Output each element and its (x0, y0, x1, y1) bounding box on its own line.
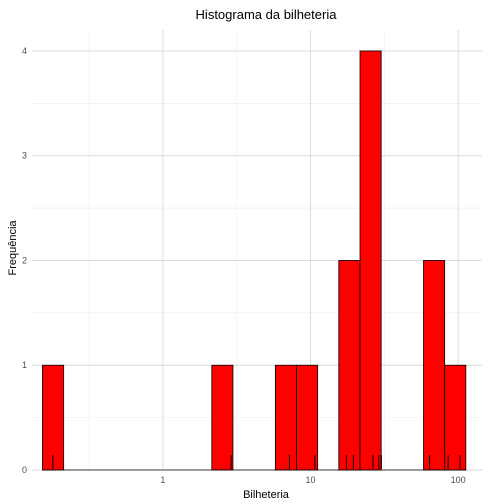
x-tick-label: 100 (451, 475, 466, 485)
histogram-bar (42, 364, 65, 471)
y-tick-label: 2 (22, 255, 27, 265)
x-tick-label: 1 (160, 475, 165, 485)
histogram-bar (444, 364, 467, 471)
histogram-bar (423, 260, 446, 471)
histogram-bar (338, 260, 361, 471)
y-tick-label: 4 (22, 46, 27, 56)
histogram-bars (42, 50, 467, 471)
x-tick-label: 10 (305, 475, 315, 485)
histogram-bar (296, 364, 319, 471)
y-axis-title: Frequência (7, 220, 19, 276)
y-tick-label: 1 (22, 360, 27, 370)
y-tick-label: 0 (22, 465, 27, 475)
chart-title: Histograma da bilheteria (196, 7, 338, 22)
y-tick-label: 3 (22, 151, 27, 161)
y-axis-ticks: 0 1 2 3 4 (22, 46, 27, 475)
histogram-bar (359, 50, 382, 471)
grid (32, 30, 482, 471)
x-axis-title: Bilheteria (243, 489, 290, 501)
rug-marks (52, 455, 461, 469)
histogram-bar (211, 364, 234, 471)
x-axis-ticks: 1 10 100 (160, 475, 465, 485)
histogram-bar (274, 364, 297, 471)
